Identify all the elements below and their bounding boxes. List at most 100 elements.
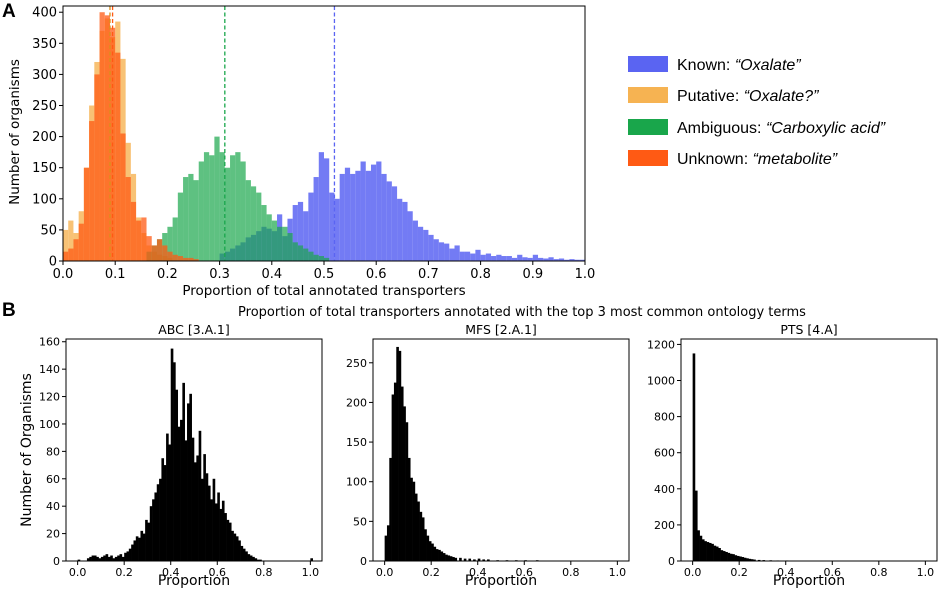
histogram-bar [522, 257, 528, 261]
histogram-bar [231, 530, 234, 561]
histogram-bar [468, 558, 472, 561]
x-tick-label: 0.3 [209, 267, 230, 282]
histogram-bar [417, 226, 424, 261]
histogram-bar [228, 522, 232, 561]
histogram-bar [177, 426, 181, 561]
histogram-bar [277, 226, 283, 261]
histogram-bar [400, 386, 404, 561]
y-tick-label: 150 [32, 161, 57, 176]
histogram-bar [238, 540, 241, 561]
histogram-bar [365, 170, 371, 261]
histogram-bar [480, 254, 486, 261]
y-tick-label: 100 [346, 476, 367, 489]
histogram-bar [249, 555, 253, 561]
histogram-bar [303, 248, 309, 261]
histogram-bar [391, 394, 395, 561]
histogram-bar [708, 542, 712, 561]
subplot-xlabel: Proportion [773, 573, 845, 589]
histogram-bar [271, 220, 278, 261]
legend-prefix: Putative: [677, 88, 744, 105]
histogram-bar [203, 454, 206, 561]
y-tick-label: 0 [53, 555, 60, 568]
histogram-bar [543, 258, 549, 261]
histogram-bar [501, 256, 507, 261]
histogram-bar [538, 257, 544, 261]
histogram-bar [517, 254, 523, 261]
histogram-bar [110, 555, 113, 561]
subplot-bars [384, 346, 539, 561]
histogram-bar [235, 152, 241, 261]
subplot-xlabel: Proportion [158, 573, 230, 589]
x-tick-label: 0.4 [777, 566, 795, 579]
histogram-bar [183, 257, 189, 261]
histogram-bar [83, 167, 90, 261]
histogram-bar [407, 457, 411, 561]
panel-b-letter: B [2, 300, 16, 321]
x-tick-label: 0.0 [53, 267, 74, 282]
x-tick-label: 0.2 [730, 566, 748, 579]
histogram-bar [162, 245, 168, 261]
x-tick-label: 0.6 [824, 566, 842, 579]
histogram-bar [402, 201, 408, 261]
histogram-bar [135, 536, 139, 561]
x-tick-label: 0.6 [209, 566, 227, 579]
histogram-bar [574, 259, 580, 261]
panel-a-plot: 0.0 0.1 0.2 0.3 0.4 0.5 0.6 0.7 0.8 0.9 1.0 0 50 100 1… [32, 6, 595, 282]
histogram-bar [697, 530, 700, 561]
histogram-bar [180, 419, 183, 561]
histogram-bar [470, 253, 476, 261]
histogram-bar [412, 220, 418, 261]
legend-term: “Oxalate” [735, 57, 801, 74]
y-tick-label: 350 [32, 37, 57, 52]
histogram-bar [308, 192, 314, 261]
histogram-bar [433, 546, 437, 561]
histogram-bar [63, 229, 69, 261]
histogram-bar [734, 555, 738, 561]
histogram-bar [553, 259, 559, 261]
x-tick-label: 0.6 [366, 267, 387, 282]
histogram-bar [558, 258, 565, 261]
histogram-bar [386, 525, 390, 561]
histogram-bar [433, 239, 439, 261]
histogram-bar [119, 554, 123, 561]
histogram-bar [381, 173, 387, 261]
legend-label: Known: “Oxalate” [677, 57, 801, 74]
histogram-bar [419, 511, 423, 561]
histogram-bar [170, 348, 174, 561]
histogram-bar [548, 257, 554, 261]
histogram-bar [252, 556, 255, 561]
histogram-bar [511, 257, 518, 261]
series-0-bars [219, 152, 585, 261]
histogram-bar [564, 259, 570, 261]
histogram-bar [739, 556, 742, 561]
histogram-bar [292, 205, 298, 261]
histogram-bar [141, 217, 147, 261]
histogram-bar [93, 555, 97, 561]
y-tick-label: 40 [46, 500, 60, 513]
histogram-bar [720, 550, 724, 561]
histogram-bar [704, 541, 707, 561]
x-tick-label: 0.8 [470, 267, 491, 282]
histogram-bar [240, 545, 244, 561]
legend-item: Ambiguous: “Carboxylic acid” [628, 119, 886, 137]
histogram-bar [124, 552, 127, 561]
histogram-bar [701, 539, 705, 561]
x-tick-label: 0.9 [522, 267, 543, 282]
y-tick-label: 1200 [647, 338, 675, 351]
histogram-bar [426, 535, 430, 561]
histogram-bar [344, 167, 351, 261]
y-tick-label: 0 [360, 555, 367, 568]
histogram-bar [699, 535, 703, 561]
histogram-bar [496, 254, 502, 261]
histogram-bar [398, 350, 402, 561]
histogram-bar [324, 257, 330, 261]
histogram-bar [233, 533, 237, 561]
histogram-bar [715, 546, 719, 561]
histogram-bar [440, 551, 444, 561]
subplot-frame [680, 338, 938, 562]
histogram-bar [282, 226, 288, 261]
histogram-bar [391, 186, 398, 261]
histogram-bar [370, 164, 377, 261]
histogram-bar [187, 403, 190, 561]
histogram-bar [310, 558, 313, 561]
